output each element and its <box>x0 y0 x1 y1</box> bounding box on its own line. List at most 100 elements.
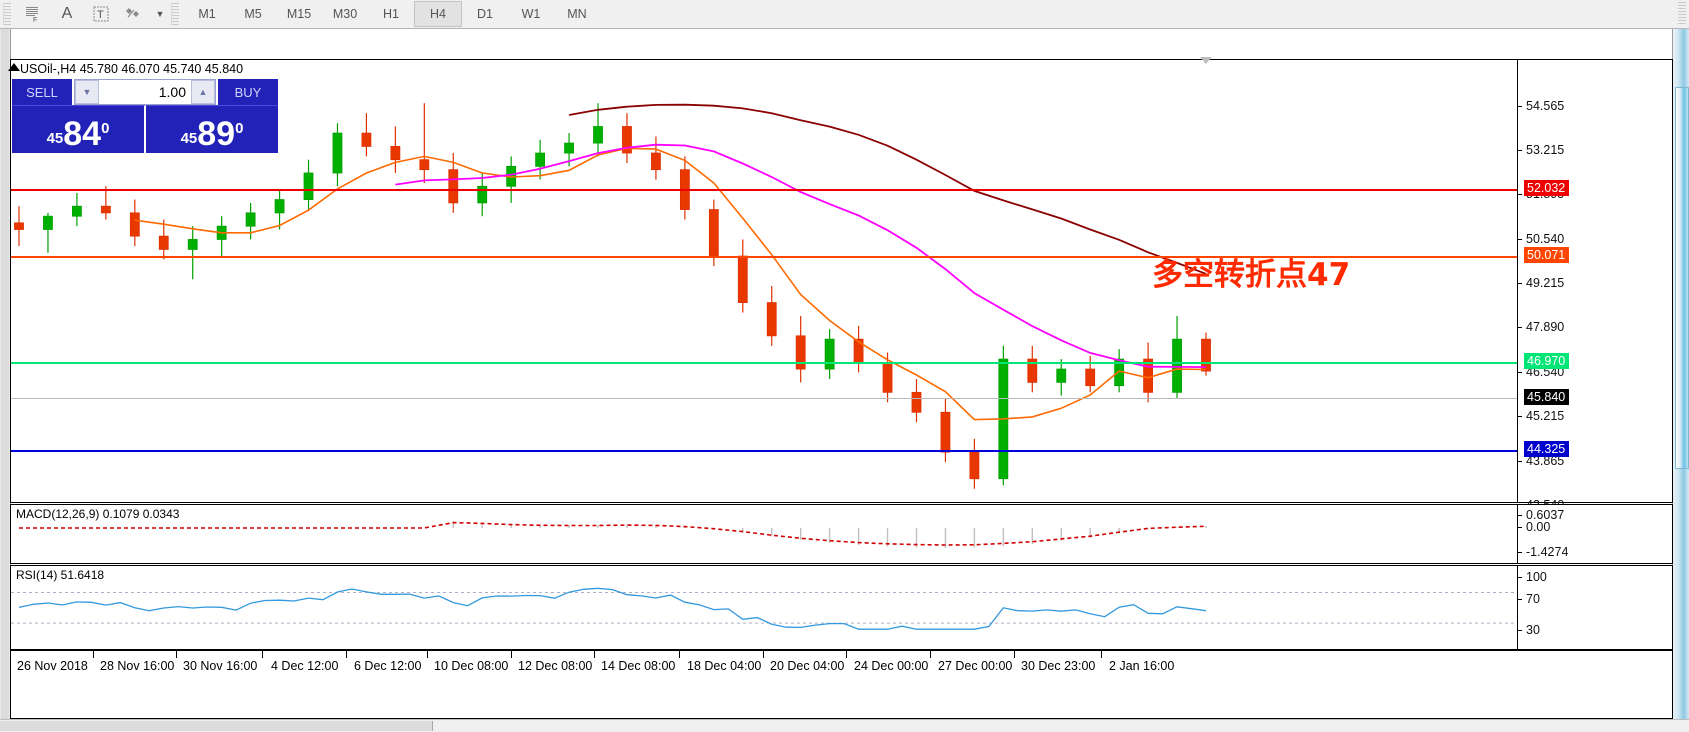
price-plot[interactable] <box>11 60 1517 502</box>
time-separator <box>1101 650 1102 658</box>
timeframe-mn[interactable]: MN <box>567 7 587 21</box>
time-axis-label: 6 Dec 12:00 <box>354 659 422 673</box>
vertical-scrollbar[interactable] <box>1672 29 1689 719</box>
rsi-series-svg <box>11 587 1517 630</box>
timeframe-m1[interactable]: M1 <box>198 7 216 21</box>
macd-pane[interactable]: MACD(12,26,9) 0.1079 0.0343 0.6037 0.00 -1… <box>10 504 1673 564</box>
sell-button[interactable]: SELL <box>12 79 72 105</box>
price-level-badge[interactable]: 45.840 <box>1524 389 1570 405</box>
price-level-badge[interactable]: 50.071 <box>1524 247 1570 263</box>
price-series-svg <box>14 103 1211 489</box>
timeframe-m5[interactable]: M5 <box>244 7 262 21</box>
objects-icon[interactable] <box>118 1 152 27</box>
time-separator <box>846 650 847 658</box>
volume-input-wrapper[interactable]: ▼ 1.00 ▲ <box>74 79 216 105</box>
time-axis[interactable]: 26 Nov 2018 28 Nov 16:00 30 Nov 16:00 4 Dec… <box>10 650 1673 719</box>
macd-plot[interactable] <box>11 505 1517 563</box>
templates-icon[interactable]: F <box>16 1 50 27</box>
objects-dropdown-icon[interactable]: ▼ <box>155 9 165 19</box>
buy-price-display[interactable]: 45 89 0 <box>146 105 278 153</box>
trade-prices-row: 45 84 0 45 89 0 <box>12 105 278 153</box>
macd-axis: 0.6037 0.00 -1.4274 <box>1517 505 1672 563</box>
price-tick-label: 53.215 <box>1526 143 1565 157</box>
timeframe-h4[interactable]: H4 <box>414 1 462 27</box>
timeframe-h1[interactable]: H1 <box>383 7 399 21</box>
buy-price-small: 45 <box>180 130 198 147</box>
time-axis-label: 28 Nov 16:00 <box>100 659 175 673</box>
toolbar-grip[interactable] <box>3 3 11 25</box>
horizontal-scrollbar-thumb[interactable] <box>0 721 433 731</box>
volume-decrease-icon[interactable]: ▼ <box>75 80 99 104</box>
time-axis-label: 18 Dec 04:00 <box>687 659 762 673</box>
symbol-marker-icon <box>8 63 20 71</box>
trade-panel-header: SELL ▼ 1.00 ▲ BUY <box>12 79 278 105</box>
macd-label: MACD(12,26,9) 0.1079 0.0343 <box>16 507 180 521</box>
sell-price-sup: 0 <box>101 120 110 137</box>
chart-area: USOil-,H4 45.780 46.070 45.740 45.840 54… <box>0 29 1689 732</box>
timeframe-group-grip[interactable] <box>171 3 179 25</box>
price-level-line[interactable] <box>11 362 1517 364</box>
sell-price-big: 84 <box>63 115 102 153</box>
time-axis-label: 30 Dec 23:00 <box>1021 659 1096 673</box>
price-level-badge[interactable]: 46.970 <box>1524 353 1570 369</box>
horizontal-scrollbar[interactable] <box>0 719 1689 732</box>
timeframe-d1[interactable]: D1 <box>477 7 493 21</box>
price-level-badge[interactable]: 52.032 <box>1524 180 1570 196</box>
price-tick-label: 47.890 <box>1526 320 1565 334</box>
time-axis-label: 4 Dec 12:00 <box>271 659 339 673</box>
price-level-line[interactable] <box>11 450 1517 452</box>
price-pane[interactable]: 54.56553.21551.89550.54049.21547.89046.5… <box>10 59 1673 527</box>
text-box-icon[interactable]: T <box>84 1 118 27</box>
rsi-axis: 100 70 30 <box>1517 566 1672 649</box>
timeframe-w1[interactable]: W1 <box>521 7 541 21</box>
chart-annotation-text: 多空转折点47 <box>1152 257 1351 293</box>
one-click-trading-panel[interactable]: SELL ▼ 1.00 ▲ BUY 45 84 0 45 89 0 <box>12 79 278 153</box>
time-separator <box>763 650 764 658</box>
time-axis-label: 14 Dec 08:00 <box>601 659 676 673</box>
price-level-line[interactable] <box>11 189 1517 191</box>
rsi-plot[interactable] <box>11 566 1517 649</box>
text-label-icon[interactable]: A <box>61 5 73 22</box>
macd-tick-label: 0.00 <box>1526 520 1551 534</box>
price-axis[interactable]: 54.56553.21551.89550.54049.21547.89046.5… <box>1517 60 1672 527</box>
price-level-line[interactable] <box>11 256 1517 258</box>
price-level-badge[interactable]: 44.325 <box>1524 441 1570 457</box>
time-axis-label: 24 Dec 00:00 <box>854 659 929 673</box>
timeframe-m15[interactable]: M15 <box>286 7 312 21</box>
time-separator <box>427 650 428 658</box>
macd-tick-label: -1.4274 <box>1526 545 1569 559</box>
time-separator <box>93 650 94 658</box>
price-tick-label: 43.865 <box>1526 454 1565 468</box>
price-tick-label: 49.215 <box>1526 276 1565 290</box>
buy-button[interactable]: BUY <box>218 79 278 105</box>
svg-text:T: T <box>97 9 104 21</box>
symbol-ohlc-label: USOil-,H4 45.780 46.070 45.740 45.840 <box>20 62 244 76</box>
rsi-label: RSI(14) 51.6418 <box>16 568 105 582</box>
time-axis-label: 10 Dec 08:00 <box>434 659 509 673</box>
time-axis-label: 20 Dec 04:00 <box>770 659 845 673</box>
main-toolbar: F A T ▼ M1 M5 M15 M30 H1 H4 D1 W1 MN <box>0 0 1689 29</box>
rsi-tick-label: 30 <box>1526 623 1540 637</box>
time-separator <box>930 650 931 658</box>
toolbar-end-grip[interactable] <box>1678 2 1686 26</box>
sell-price-small: 45 <box>46 130 64 147</box>
time-axis-label: 27 Dec 00:00 <box>938 659 1013 673</box>
buy-price-sup: 0 <box>235 120 244 137</box>
price-level-line[interactable] <box>11 398 1517 399</box>
price-tick-label: 45.215 <box>1526 409 1565 423</box>
rsi-tick-label: 100 <box>1526 570 1547 584</box>
volume-increase-icon[interactable]: ▲ <box>191 80 215 104</box>
macd-tick-label: 0.6037 <box>1526 508 1565 522</box>
time-separator <box>262 650 263 658</box>
macd-series-svg <box>19 521 1207 548</box>
volume-input[interactable]: 1.00 <box>158 84 186 100</box>
sell-price-display[interactable]: 45 84 0 <box>12 105 146 153</box>
timeframe-m30[interactable]: M30 <box>332 7 358 21</box>
rsi-tick-label: 70 <box>1526 592 1540 606</box>
time-axis-label: 12 Dec 08:00 <box>518 659 593 673</box>
time-separator <box>1014 650 1015 658</box>
time-axis-label: 2 Jan 16:00 <box>1109 659 1175 673</box>
time-separator <box>346 650 347 658</box>
chart-top-marker-icon <box>1200 57 1212 64</box>
rsi-pane[interactable]: RSI(14) 51.6418 100 70 30 <box>10 565 1673 650</box>
